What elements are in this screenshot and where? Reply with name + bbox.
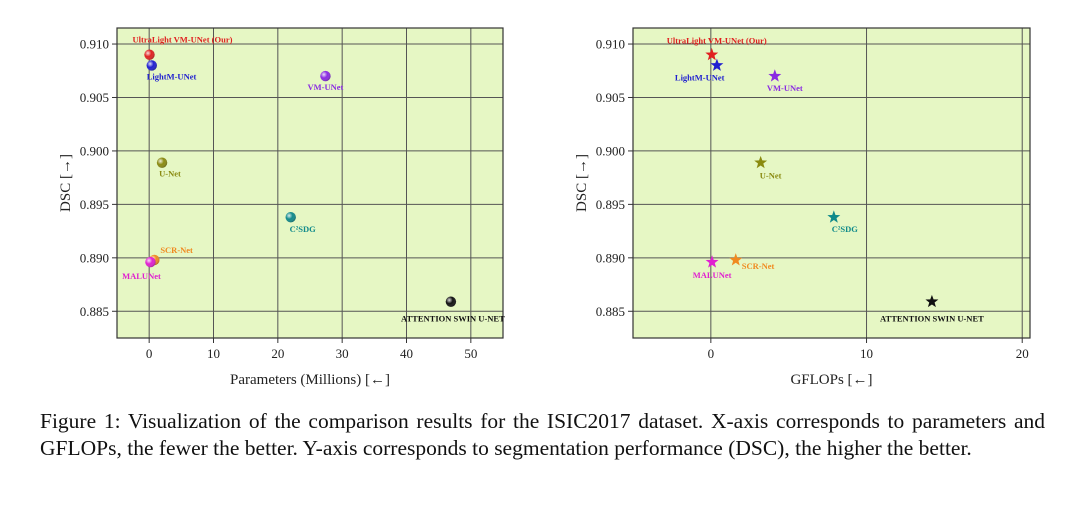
sphere-highlight xyxy=(320,70,331,82)
x-tick-label: 0 xyxy=(708,346,715,361)
star-marker xyxy=(705,255,719,268)
x-tick-label: 40 xyxy=(400,346,413,361)
x-tick-label: 10 xyxy=(207,346,220,361)
sphere-highlight xyxy=(445,296,457,307)
y-tick-label: 0.905 xyxy=(596,90,625,105)
point-lightm-unet: LightM-UNet xyxy=(675,58,725,82)
plot-frame xyxy=(632,27,1031,339)
star-marker xyxy=(768,69,782,82)
y-axis-label: DSC [→] xyxy=(58,154,74,212)
point-label: C²SDG xyxy=(832,224,859,234)
point-ultralight-vm-unet-our: UltraLight VM-UNet (Our) xyxy=(667,36,767,61)
point-label: UltraLight VM-UNet (Our) xyxy=(132,35,232,45)
star-marker xyxy=(827,210,841,223)
point-label: C²SDG xyxy=(290,224,317,234)
y-tick-label: 0.890 xyxy=(596,250,625,265)
sphere-highlight xyxy=(285,212,296,223)
point-label: U-Net xyxy=(760,171,782,181)
point-c-sdg: C²SDG xyxy=(827,210,858,234)
x-axis-label: GFLOPs [←] xyxy=(790,372,872,388)
point-lightm-unet: LightM-UNet xyxy=(146,60,197,81)
star-marker xyxy=(925,294,939,308)
x-tick-label: 20 xyxy=(1016,346,1029,361)
sphere-highlight xyxy=(145,256,156,268)
plot-background xyxy=(117,28,503,338)
figure-caption: Figure 1: Visualization of the compariso… xyxy=(40,409,1045,460)
star-marker xyxy=(710,58,724,71)
x-axis-label: Parameters (Millions) [←] xyxy=(230,372,390,388)
point-attention-swin-u-net: ATTENTION SWIN U-NET xyxy=(880,294,984,324)
x-tick-label: 10 xyxy=(860,346,873,361)
point-c-sdg: C²SDG xyxy=(285,212,317,234)
y-tick-label: 0.905 xyxy=(80,90,109,105)
y-tick-label: 0.890 xyxy=(80,250,109,265)
star-marker xyxy=(729,253,743,266)
sphere-highlight xyxy=(144,49,155,60)
y-tick-label: 0.900 xyxy=(80,143,109,158)
point-scr-net: SCR-Net xyxy=(729,253,774,271)
star-marker xyxy=(754,155,768,169)
x-tick-label: 20 xyxy=(271,346,284,361)
point-vm-unet: VM-UNet xyxy=(308,70,344,92)
point-label: SCR-Net xyxy=(160,245,193,255)
point-malunet: MALUNet xyxy=(122,256,161,281)
y-tick-label: 0.900 xyxy=(596,143,625,158)
point-label: LightM-UNet xyxy=(675,72,725,82)
point-label: MALUNet xyxy=(122,271,161,281)
x-tick-label: 0 xyxy=(146,346,153,361)
point-label: SCR-Net xyxy=(742,261,775,271)
y-tick-label: 0.895 xyxy=(80,197,109,212)
gflops-vs-dsc-chart: 0 10 20 0.885 0.890 0.895 0.900 0.905 0.910 GFLOP… xyxy=(574,27,1031,388)
point-ultralight-vm-unet-our: UltraLight VM-UNet (Our) xyxy=(132,35,233,60)
y-tick-label: 0.910 xyxy=(80,37,109,52)
point-u-net: U-Net xyxy=(754,155,782,181)
point-label: ATTENTION SWIN U-NET xyxy=(401,314,505,324)
figure: 0 10 20 30 40 50 0.885 0.890 0.895 0.900 0.905 0.91… xyxy=(58,27,1031,388)
point-label: LightM-UNet xyxy=(147,71,197,81)
sphere-highlight xyxy=(146,60,157,71)
x-tick-label: 30 xyxy=(336,346,349,361)
point-label: VM-UNet xyxy=(308,82,344,92)
y-tick-label: 0.895 xyxy=(596,197,625,212)
point-attention-swin-u-net: ATTENTION SWIN U-NET xyxy=(401,296,505,324)
plot-background xyxy=(633,28,1030,338)
point-malunet: MALUNet xyxy=(693,255,732,280)
y-tick-label: 0.910 xyxy=(596,37,625,52)
params-vs-dsc-chart: 0 10 20 30 40 50 0.885 0.890 0.895 0.900 0.905 0.91… xyxy=(58,27,505,388)
y-tick-label: 0.885 xyxy=(596,304,625,319)
point-label: ATTENTION SWIN U-NET xyxy=(880,314,984,324)
plot-frame xyxy=(116,27,504,339)
star-marker xyxy=(705,47,719,61)
point-vm-unet: VM-UNet xyxy=(767,69,803,93)
x-tick-label: 50 xyxy=(464,346,477,361)
point-label: UltraLight VM-UNet (Our) xyxy=(667,36,767,46)
sphere-highlight xyxy=(156,157,168,168)
y-axis-label: DSC [→] xyxy=(574,154,590,212)
point-u-net: U-Net xyxy=(156,157,181,179)
y-tick-label: 0.885 xyxy=(80,304,109,319)
point-label: U-Net xyxy=(159,169,181,179)
point-label: MALUNet xyxy=(693,270,732,280)
point-label: VM-UNet xyxy=(767,83,803,93)
